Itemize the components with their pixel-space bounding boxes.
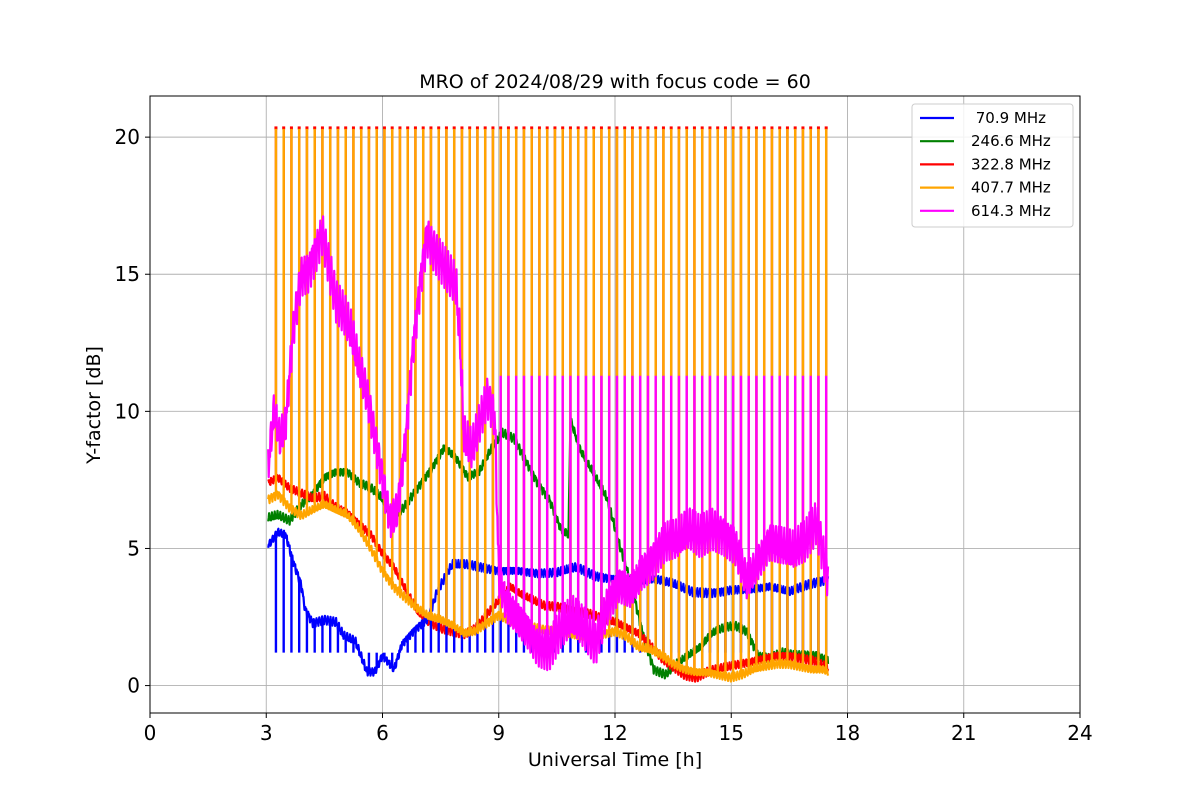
legend-label: 614.3 MHz: [971, 202, 1051, 220]
legend-label: 407.7 MHz: [971, 179, 1051, 197]
x-tick-label: 6: [376, 721, 389, 745]
x-tick-label: 0: [144, 721, 157, 745]
y-tick-label: 5: [127, 536, 140, 560]
legend: 70.9 MHz 246.6 MHz 322.8 MHz 407.7 MHz 614.3…: [911, 103, 1074, 228]
legend-box: [911, 103, 1074, 228]
x-tick-label: 9: [492, 721, 505, 745]
x-tick-label: 21: [951, 721, 976, 745]
x-tick-label: 15: [719, 721, 744, 745]
y-tick-label: 0: [127, 674, 140, 698]
y-tick-label: 10: [115, 399, 140, 423]
y-axis-ticks: 0 5 10 15 20: [115, 125, 150, 698]
legend-label: 246.6 MHz: [971, 132, 1051, 150]
x-axis-label: Universal Time [h]: [528, 749, 702, 771]
chart-title: MRO of 2024/08/29 with focus code = 60: [419, 71, 811, 93]
x-tick-label: 18: [835, 721, 860, 745]
x-tick-label: 12: [602, 721, 627, 745]
y-axis-label: Y-factor [dB]: [83, 346, 105, 465]
x-axis-ticks: 0 3 6 9 12 15 18 21 24: [144, 713, 1093, 745]
y-tick-label: 15: [115, 262, 140, 286]
legend-label: 322.8 MHz: [971, 155, 1051, 173]
y-tick-label: 20: [115, 125, 140, 149]
series-layer: [267, 126, 830, 683]
legend-label: 70.9 MHz: [971, 109, 1046, 127]
x-tick-label: 3: [260, 721, 273, 745]
x-tick-label: 24: [1067, 721, 1092, 745]
